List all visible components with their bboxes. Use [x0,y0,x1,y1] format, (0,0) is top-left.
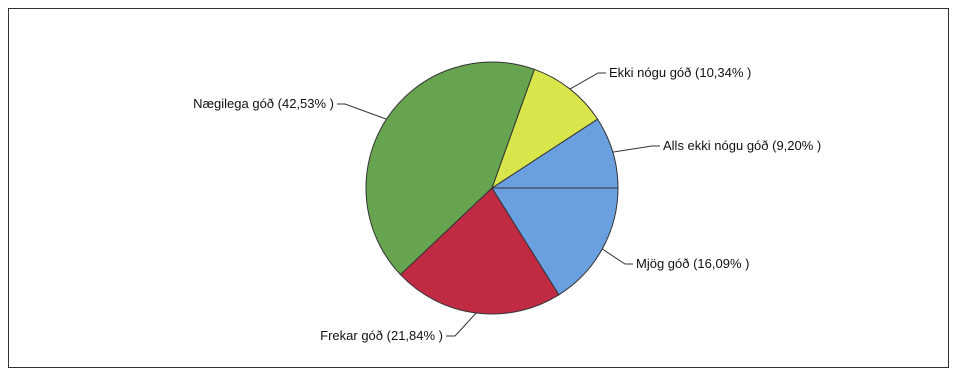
leader-line [612,145,660,153]
pie-slices [365,61,619,315]
slice-label: Nægilega góð (42,53% ) [193,96,334,111]
slice-label: Ekki nógu góð (10,34% ) [609,65,751,80]
pie-slice [491,68,599,190]
slice-label: Alls ekki nógu góð (9,20% ) [663,138,821,153]
leader-line [569,72,606,90]
slice-label: Mjög góð (16,09% ) [636,256,749,271]
leader-line [601,248,633,265]
pie-slice [399,187,560,315]
leader-line [337,103,387,120]
leader-line [446,312,477,337]
leader-lines [337,72,660,337]
slice-labels: Alls ekki nógu góð (9,20% ) Ekki nógu góð… [193,65,821,343]
slice-label: Frekar góð (21,84% ) [320,328,443,343]
